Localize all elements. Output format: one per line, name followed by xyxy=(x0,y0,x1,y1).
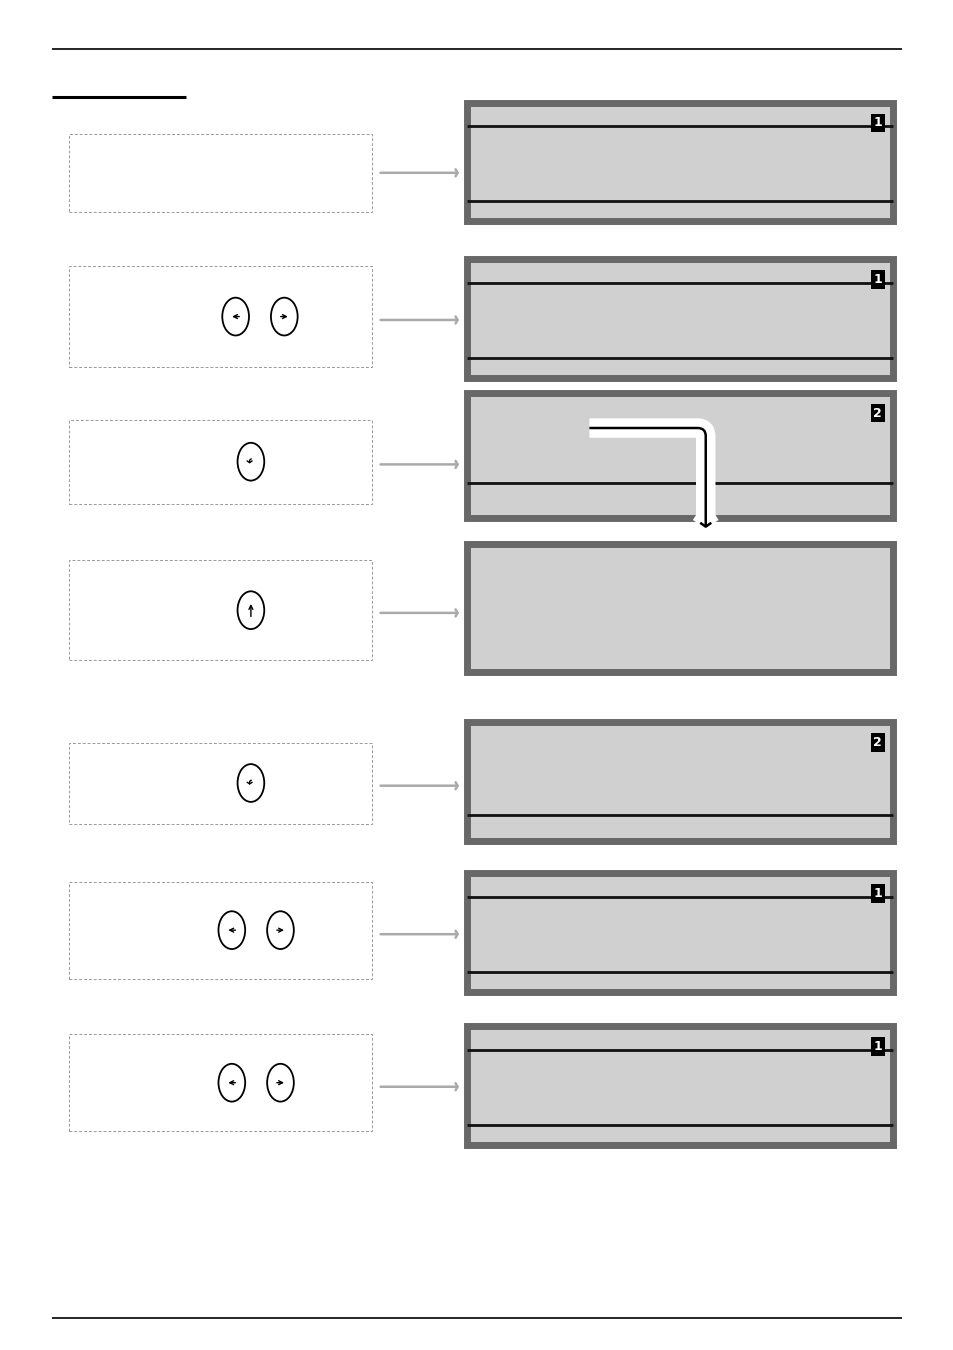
Bar xyxy=(467,544,892,672)
Text: 1: 1 xyxy=(872,1040,882,1053)
Bar xyxy=(467,259,892,378)
Bar xyxy=(467,873,892,992)
Bar xyxy=(69,266,372,367)
Bar xyxy=(69,560,372,660)
Text: 1: 1 xyxy=(872,887,882,900)
Text: 1: 1 xyxy=(872,273,882,286)
Text: 2: 2 xyxy=(872,406,882,420)
Bar xyxy=(69,420,372,504)
Bar xyxy=(467,393,892,518)
Bar xyxy=(467,1026,892,1145)
Text: 2: 2 xyxy=(872,736,882,749)
Bar xyxy=(69,1034,372,1131)
Bar xyxy=(69,743,372,824)
Bar xyxy=(69,882,372,979)
Bar xyxy=(467,103,892,221)
Bar xyxy=(69,134,372,212)
Bar xyxy=(467,722,892,841)
Text: 1: 1 xyxy=(872,116,882,130)
